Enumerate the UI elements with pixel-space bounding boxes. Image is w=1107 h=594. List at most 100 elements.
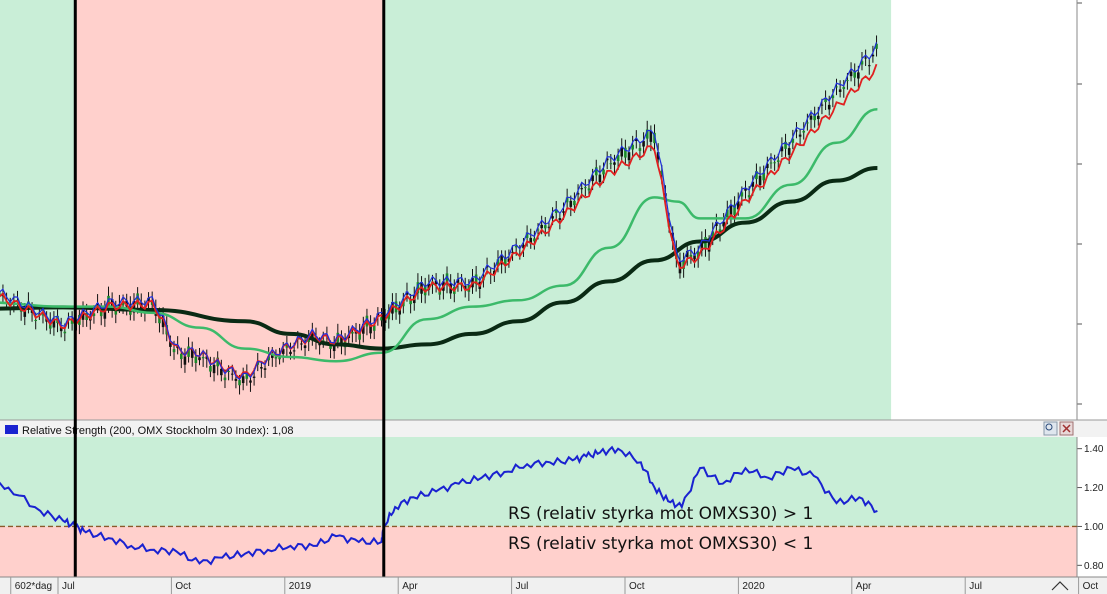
candle-body [99, 309, 103, 317]
candle-body [147, 297, 150, 302]
candle-body [762, 172, 765, 181]
candle-body [474, 274, 478, 285]
x-label-8: Apr [856, 581, 872, 592]
candle-body [627, 152, 631, 161]
rs-panel-zones [0, 437, 1077, 577]
candle-body [824, 98, 827, 103]
x-label-3: 2019 [289, 581, 312, 592]
candle-body [736, 201, 740, 210]
candle-body [41, 314, 45, 316]
candle-body [180, 353, 183, 360]
annotation-above: RS (relativ styrka mot OMXS30) > 1 [508, 504, 813, 524]
candle-body [285, 342, 289, 348]
candle-body [114, 308, 118, 315]
candle-body [445, 273, 449, 285]
annotation-below: RS (relativ styrka mot OMXS30) < 1 [508, 534, 813, 554]
candle-body [827, 104, 831, 110]
candle-body [558, 218, 562, 221]
scroll-arrow[interactable] [1051, 581, 1069, 591]
candle-body [380, 317, 383, 321]
candle-body [274, 356, 278, 359]
candle-body [332, 344, 336, 352]
candle-body [358, 333, 361, 340]
x-label-4: Apr [402, 581, 418, 592]
candle-body [551, 216, 554, 219]
candle-body [529, 237, 533, 244]
candle-body [194, 356, 198, 363]
candle-body [554, 209, 558, 213]
rs-tick-label-1: 1.20 [1084, 483, 1104, 494]
candle-body [751, 181, 755, 187]
candle-body [311, 331, 314, 340]
moving-averages [0, 42, 878, 381]
candle-body [733, 204, 736, 216]
x-label-1: Jul [62, 581, 75, 592]
ma-red-line [0, 63, 878, 380]
candle-body [729, 204, 733, 216]
candle-body [198, 357, 201, 361]
candle-body [853, 70, 856, 78]
candle-body [817, 115, 820, 120]
candle-body [791, 138, 795, 143]
candle-body [642, 140, 645, 147]
candle-body [318, 342, 321, 346]
candle-body [372, 325, 376, 331]
candle-body [409, 299, 412, 305]
candle-body [871, 54, 875, 57]
rs-zone-above [0, 437, 1077, 527]
candle-body [864, 57, 867, 59]
candle-body [587, 188, 591, 191]
candle-body [260, 367, 263, 369]
candle-body [522, 245, 525, 249]
candle-body [849, 71, 853, 77]
candle-body [784, 141, 787, 149]
candle-body [227, 371, 230, 373]
panel-tool-buttons[interactable] [1043, 421, 1074, 436]
candle-body [846, 80, 849, 82]
top-zone-1 [75, 0, 384, 420]
rs-legend-swatch [5, 425, 18, 434]
candle-body [573, 200, 576, 206]
candle-body [70, 320, 74, 324]
rs-right-axis [1077, 437, 1107, 577]
candle-body [722, 221, 725, 227]
candle-body [456, 279, 460, 283]
candle-body [842, 86, 846, 89]
candle-body [693, 255, 696, 260]
candle-body [609, 163, 613, 165]
candle-body [635, 138, 638, 141]
candle-body [875, 43, 878, 49]
candle-body [292, 350, 296, 352]
candle-body [216, 357, 219, 367]
candle-body [562, 211, 565, 213]
candle-body [780, 146, 784, 152]
candle-body [493, 270, 496, 275]
candle-body [602, 169, 605, 175]
candle-body [802, 130, 806, 133]
candle-body [773, 162, 776, 164]
top-right-axis [1077, 0, 1107, 420]
candle-body [744, 188, 747, 191]
candle-body [758, 175, 762, 186]
candle-body [591, 175, 594, 182]
candle-body [245, 373, 249, 379]
candle-body [544, 225, 547, 229]
candle-body [649, 130, 653, 142]
x-label-2: Oct [175, 581, 191, 592]
candle-body [776, 160, 780, 162]
zoom-icon[interactable] [1043, 421, 1058, 436]
candle-body [682, 259, 685, 270]
candle-body [63, 331, 67, 334]
candle-body [707, 241, 711, 252]
x-label-10: Oct [1083, 581, 1099, 592]
candle-body [329, 345, 332, 349]
candle-body [598, 174, 602, 183]
candle-body [594, 167, 598, 176]
candle-body [220, 368, 223, 376]
candle-body [835, 86, 838, 88]
candle-body [624, 147, 627, 158]
candle-body [369, 324, 372, 334]
rs-legend-title: Relative Strength (200, OMX Stockholm 30… [22, 425, 293, 437]
x-label-9: Jul [969, 581, 982, 592]
